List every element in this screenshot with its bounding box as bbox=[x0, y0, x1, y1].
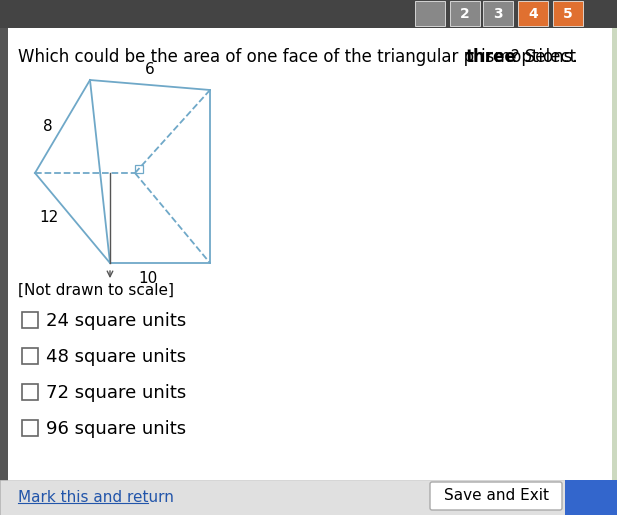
Bar bbox=[518, 1, 548, 26]
Bar bbox=[22, 348, 38, 364]
Text: [Not drawn to scale]: [Not drawn to scale] bbox=[18, 283, 174, 298]
Text: 8: 8 bbox=[43, 119, 52, 134]
Text: 3: 3 bbox=[493, 7, 503, 21]
Bar bbox=[450, 1, 480, 26]
Bar bbox=[22, 312, 38, 328]
Text: Which could be the area of one face of the triangular prism? Select: Which could be the area of one face of t… bbox=[18, 48, 581, 66]
FancyBboxPatch shape bbox=[430, 482, 562, 510]
Text: three: three bbox=[466, 48, 517, 66]
Text: 72 square units: 72 square units bbox=[46, 384, 186, 402]
Text: 96 square units: 96 square units bbox=[46, 420, 186, 438]
Text: options.: options. bbox=[506, 48, 578, 66]
Bar bbox=[565, 480, 617, 515]
Bar bbox=[135, 165, 143, 173]
Text: Mark this and return: Mark this and return bbox=[18, 489, 174, 505]
Text: 6: 6 bbox=[145, 62, 155, 77]
Text: 48 square units: 48 square units bbox=[46, 348, 186, 366]
Bar bbox=[415, 1, 445, 26]
Bar bbox=[22, 384, 38, 400]
Text: 12: 12 bbox=[39, 211, 59, 226]
Text: 2: 2 bbox=[460, 7, 470, 21]
Bar bbox=[0, 0, 617, 28]
Text: Save and Exit: Save and Exit bbox=[444, 489, 549, 504]
Text: 10: 10 bbox=[138, 271, 157, 286]
Text: 24 square units: 24 square units bbox=[46, 312, 186, 330]
Bar bbox=[22, 420, 38, 436]
Bar bbox=[0, 28, 8, 515]
Bar bbox=[483, 1, 513, 26]
Text: 5: 5 bbox=[563, 7, 573, 21]
Text: 4: 4 bbox=[528, 7, 538, 21]
Bar bbox=[553, 1, 583, 26]
Bar bbox=[0, 480, 617, 515]
